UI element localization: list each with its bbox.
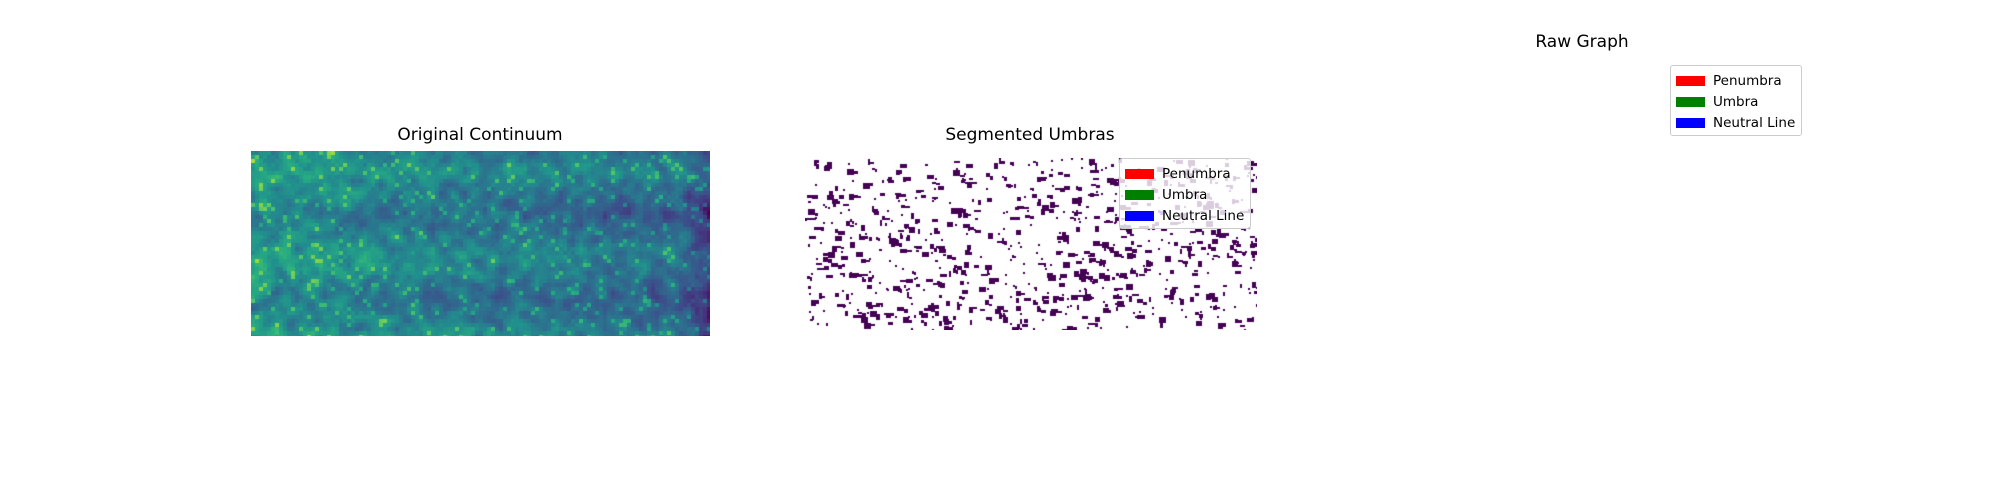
neutral-line-swatch xyxy=(1125,210,1154,221)
legend-item-umbra: Umbra xyxy=(1125,184,1244,205)
legend-label: Penumbra xyxy=(1162,165,1231,182)
segmented-legend: Penumbra Umbra Neutral Line xyxy=(1119,158,1252,229)
legend-item-umbra: Umbra xyxy=(1676,91,1795,112)
legend-label: Neutral Line xyxy=(1162,207,1245,224)
legend-item-neutral-line: Neutral Line xyxy=(1676,112,1795,133)
legend-item-neutral-line: Neutral Line xyxy=(1125,205,1244,226)
legend-label: Umbra xyxy=(1713,93,1759,110)
raw-graph-title: Raw Graph xyxy=(1535,32,1629,52)
legend-item-penumbra: Penumbra xyxy=(1676,70,1795,91)
continuum-title: Original Continuum xyxy=(397,125,563,145)
legend-label: Umbra xyxy=(1162,186,1208,203)
legend-item-penumbra: Penumbra xyxy=(1125,163,1244,184)
umbra-swatch xyxy=(1676,96,1705,107)
penumbra-swatch xyxy=(1125,168,1154,179)
continuum-image xyxy=(251,151,710,336)
umbra-swatch xyxy=(1125,189,1154,200)
legend-label: Penumbra xyxy=(1713,72,1782,89)
raw-graph-legend: Penumbra Umbra Neutral Line xyxy=(1670,65,1803,136)
neutral-line-swatch xyxy=(1676,117,1705,128)
segmented-umbras-title: Segmented Umbras xyxy=(945,125,1115,145)
penumbra-swatch xyxy=(1676,75,1705,86)
legend-label: Neutral Line xyxy=(1713,114,1796,131)
